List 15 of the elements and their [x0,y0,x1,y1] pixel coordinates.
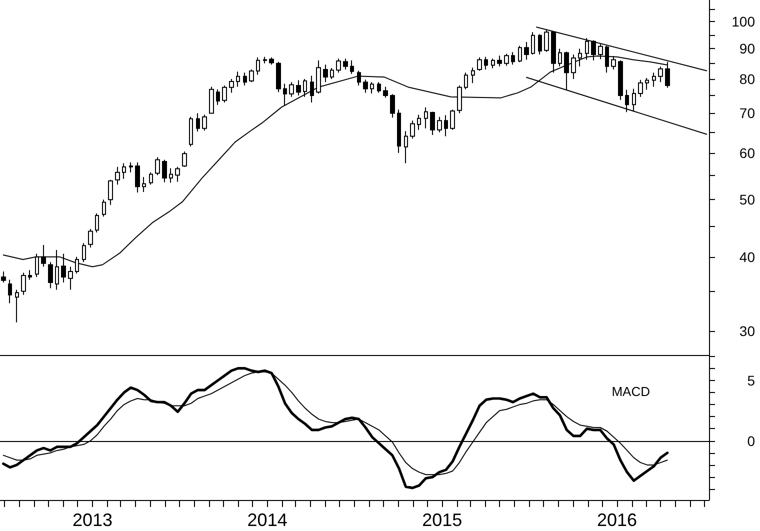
y-tick-label: 60 [739,144,756,161]
x-tick-label: 2014 [247,510,288,530]
x-tick-label: 2016 [597,510,638,530]
annotation: MACD [612,384,650,399]
y-tick-label: 80 [739,70,756,87]
y-tick-label: 90 [739,40,756,57]
y-tick-label: 30 [739,322,756,339]
y-tick-label: 100 [732,14,756,30]
y-tick-label: 5 [747,372,756,388]
y-tick-label: 40 [739,248,756,265]
y-tick-label: 0 [747,432,756,449]
y-tick-label: 50 [739,192,756,208]
y-tick-label: 70 [739,105,756,122]
x-tick-label: 2015 [422,510,462,530]
x-tick-label: 2013 [72,510,112,530]
